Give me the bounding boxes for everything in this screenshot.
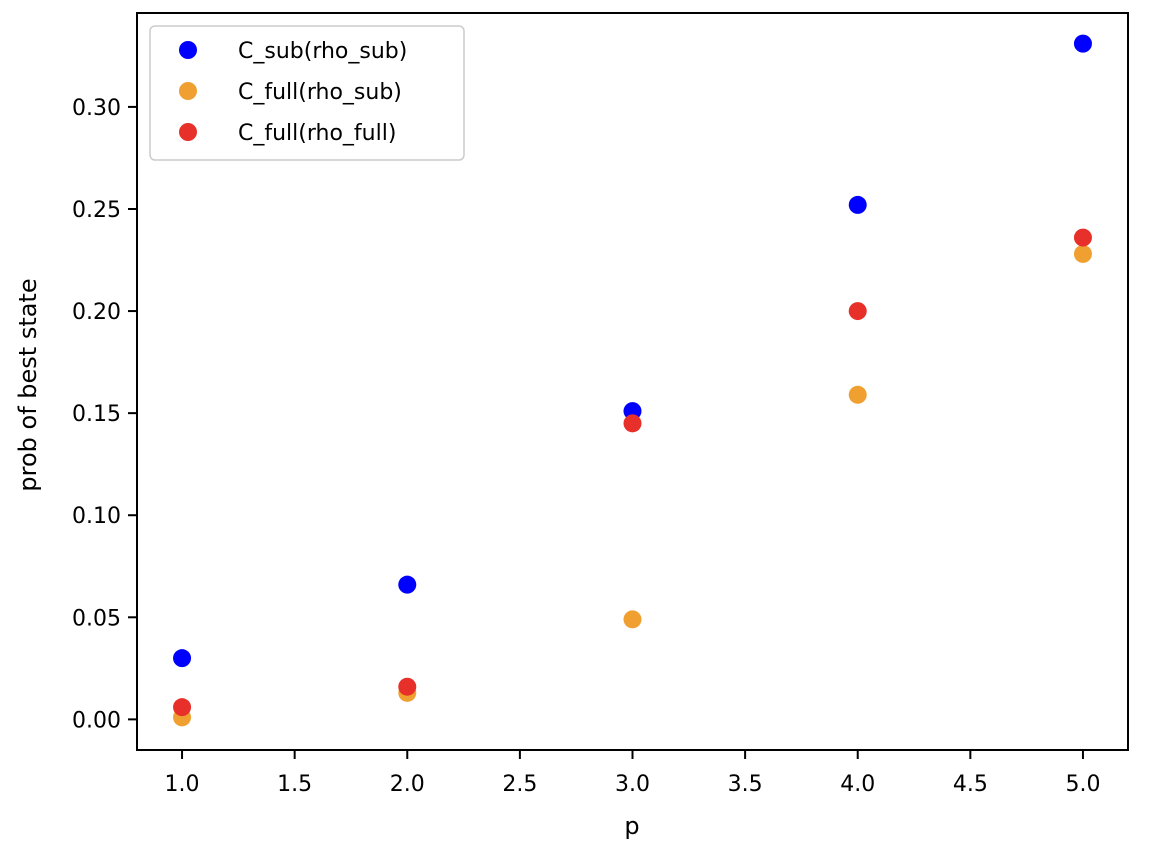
x-tick-label: 4.5 <box>953 772 988 797</box>
y-tick-label: 0.10 <box>72 504 121 529</box>
series-3-point <box>848 302 867 321</box>
y-tick-label: 0.20 <box>72 300 121 325</box>
series-1-point <box>173 649 192 668</box>
y-tick-label: 0.25 <box>72 198 121 223</box>
legend-box <box>149 25 465 161</box>
y-axis-label: prob of best state <box>14 278 42 491</box>
series-1-point <box>1073 34 1092 53</box>
legend-label: C_sub(rho_sub) <box>238 39 407 64</box>
x-tick-label: 5.0 <box>1065 772 1100 797</box>
legend: C_sub(rho_sub) C_full(rho_sub) C_full(rho_… <box>149 25 465 161</box>
x-tick-label: 3.0 <box>615 772 650 797</box>
legend-marker <box>179 41 197 59</box>
series-3-point <box>173 698 192 717</box>
series-3-point <box>398 677 417 696</box>
y-axis: 0.00 0.05 0.10 0.15 0.20 0.25 0.30 <box>72 96 137 733</box>
y-tick-label: 0.15 <box>72 402 121 427</box>
x-tick-label: 2.0 <box>390 772 425 797</box>
series-2-point <box>1073 244 1092 263</box>
legend-marker <box>179 82 197 100</box>
series-2-point <box>848 385 867 404</box>
series-2-point <box>623 610 642 629</box>
series-1-point <box>848 195 867 214</box>
x-axis: 1.0 1.5 2.0 2.5 3.0 3.5 4.0 4.5 5.0 <box>165 750 1100 797</box>
legend-label: C_full(rho_sub) <box>238 80 402 105</box>
x-tick-label: 2.5 <box>502 772 537 797</box>
legend-marker <box>179 123 197 141</box>
y-tick-label: 0.30 <box>72 96 121 121</box>
legend-label: C_full(rho_full) <box>238 121 396 146</box>
series-3-point <box>1073 228 1092 247</box>
plot-marks <box>173 34 1092 727</box>
y-tick-label: 0.00 <box>72 708 121 733</box>
x-tick-label: 1.5 <box>277 772 312 797</box>
x-tick-label: 4.0 <box>840 772 875 797</box>
y-tick-label: 0.05 <box>72 606 121 631</box>
series-1-point <box>398 575 417 594</box>
x-tick-label: 3.5 <box>728 772 763 797</box>
x-axis-label: p <box>624 812 639 840</box>
series-3-point <box>623 414 642 433</box>
x-tick-label: 1.0 <box>165 772 200 797</box>
